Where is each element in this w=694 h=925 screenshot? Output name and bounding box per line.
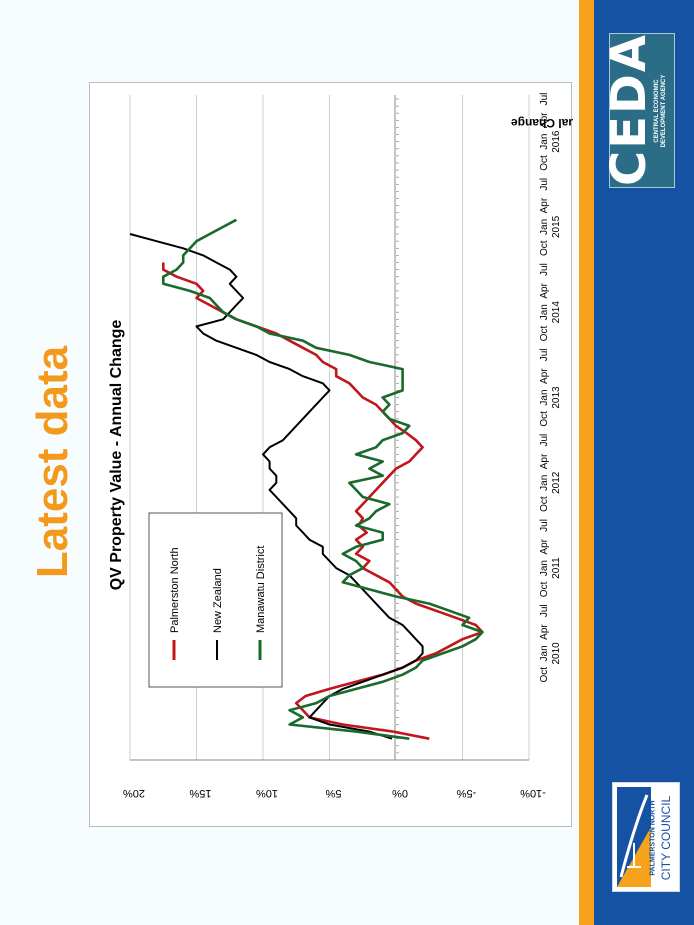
x-year-label: 2012 (551, 471, 562, 494)
ceda-logo-word: CEDA (601, 32, 657, 186)
x-tick-label: Jan (539, 134, 550, 150)
chart-title: QV Property Value - Annual Change (108, 320, 125, 591)
x-tick-label: Oct (539, 326, 550, 342)
x-tick-label: Apr (539, 453, 550, 469)
axes (130, 95, 529, 761)
x-tick-label: Apr (539, 538, 550, 554)
x-tick-label: Jul (539, 178, 550, 191)
x-tick-label: Jul (539, 519, 550, 532)
x-tick-label: Oct (539, 496, 550, 512)
council-emblem-icon (617, 787, 651, 887)
x-tick-label: Jul (539, 604, 550, 617)
tick-labels: -10% -5% 0% 5% 10% 15% 20% Oct Jan Apr Jul Oct Jan Ap… (123, 93, 562, 799)
x-tick-label: Oct (539, 155, 550, 171)
x-tick-label: Apr (539, 197, 550, 213)
gridlines (129, 95, 530, 761)
x-year-label: 2016 (551, 130, 562, 153)
slide-title: Latest data (28, 345, 77, 579)
x-tick-label: Jul (539, 434, 550, 447)
series-line-new-zealand (129, 233, 424, 740)
x-year-label: 2013 (551, 386, 562, 409)
series-lines (129, 218, 484, 740)
chart-frame: -10% -5% 0% 5% 10% 15% 20% Oct Jan Apr Jul Oct Jan Ap… (89, 82, 573, 827)
x-year-label: 2015 (551, 215, 562, 238)
x-tick-label: Jul (539, 263, 550, 276)
x-tick-label: Oct (539, 411, 550, 427)
x-tick-label: Apr (539, 368, 550, 384)
y-tick-label: 15% (189, 787, 211, 799)
legend-label-new-zealand: New Zealand (212, 568, 224, 633)
x-tick-label: Jan (539, 645, 550, 661)
x-tick-label: Apr (539, 112, 550, 128)
council-logo-line1: PALMERSTON NORTH (649, 800, 657, 876)
x-tick-label: Apr (539, 624, 550, 640)
legend-label-palmerston-north: Palmerston North (169, 547, 181, 633)
y-tick-label: 10% (256, 787, 278, 799)
x-year-label: 2011 (551, 557, 562, 579)
x-tick-label: Jul (539, 93, 550, 106)
y-tick-label: 5% (325, 787, 341, 799)
y-tick-label: -5% (457, 787, 477, 799)
council-logo-line2: CITY COUNCIL (659, 795, 673, 881)
x-tick-label: Apr (539, 282, 550, 298)
x-tick-label: Oct (539, 667, 550, 683)
ceda-logo-tagline: CENTRAL ECONOMIC DEVELOPMENT AGENCY (654, 74, 667, 148)
x-year-label: 2014 (551, 301, 562, 324)
legend-box (148, 512, 283, 688)
series-line-palmerston-north (162, 262, 484, 740)
x-tick-label: Oct (539, 240, 550, 256)
orange-accent-bar (579, 0, 594, 925)
line-chart: -10% -5% 0% 5% 10% 15% 20% Oct Jan Apr Jul Oct Jan Ap… (108, 93, 573, 799)
ceda-logo: CEDA CENTRAL ECONOMIC DEVELOPMENT AGENCY (601, 33, 675, 188)
y-tick-label: -10% (520, 787, 546, 799)
x-tick-label: Jan (539, 389, 550, 405)
x-tick-label: Jan (539, 560, 550, 576)
y-tick-label: 20% (123, 787, 145, 799)
legend: Palmerston North New Zealand Manawatu Di… (148, 512, 283, 688)
series-line-manawatu-district (162, 218, 484, 740)
y-tick-label: 0% (392, 787, 408, 799)
x-tick-label: Jan (539, 304, 550, 320)
x-tick-label: Oct (539, 581, 550, 597)
x-year-label: 2010 (551, 642, 562, 665)
x-tick-label: Jul (539, 348, 550, 361)
x-tick-label: Jan (539, 219, 550, 235)
y-axis-title: Annual Change (511, 116, 573, 130)
council-logo: PALMERSTON NORTH CITY COUNCIL (612, 782, 680, 892)
x-tick-label: Jan (539, 475, 550, 491)
legend-label-manawatu-district: Manawatu District (255, 546, 267, 633)
